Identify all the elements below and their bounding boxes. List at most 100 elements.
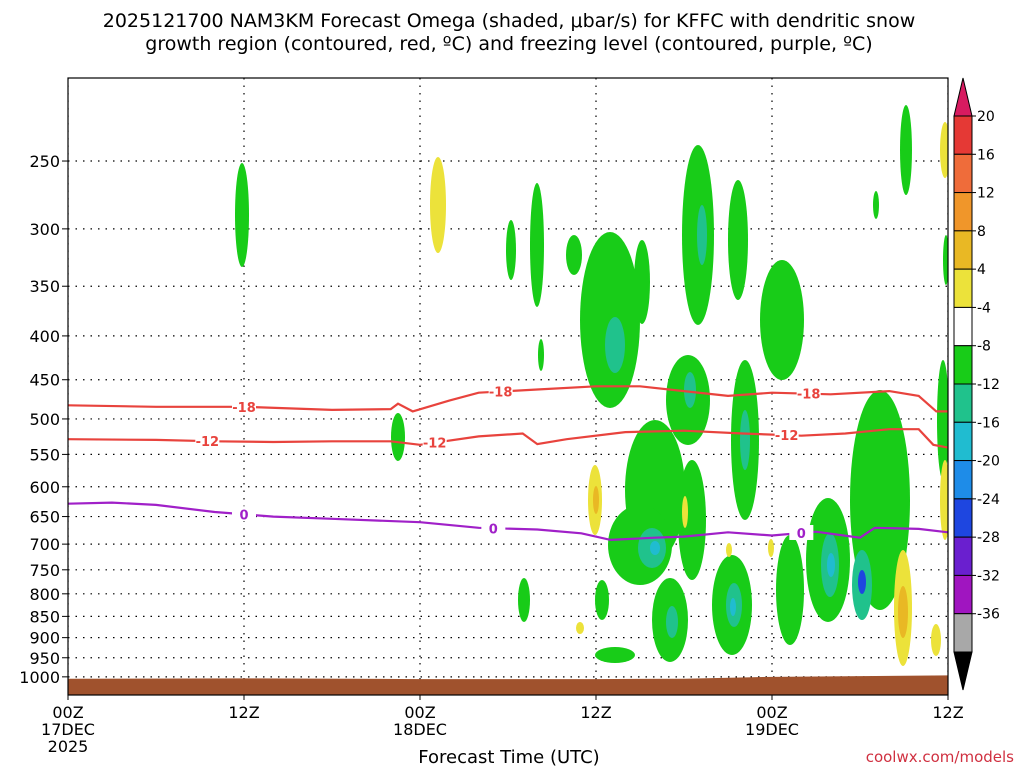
omega-blob (530, 183, 544, 307)
y-tick-label: 350 (29, 277, 60, 296)
omega-blob (940, 460, 948, 540)
colorbar-swatch (953, 115, 973, 155)
omega-blob (940, 122, 948, 178)
colorbar-label: 20 (977, 109, 995, 125)
omega-blob (937, 360, 948, 480)
contour-label: -12 (196, 435, 220, 450)
colorbar-label: -12 (977, 377, 1000, 393)
omega-blob (576, 622, 584, 634)
y-tick-label: 300 (29, 220, 60, 239)
colorbar: 20 16 12 8 4 -4 -8 -12 -16 -20 -24 -28 -32 -36 (953, 77, 1000, 691)
omega-blob (634, 240, 650, 324)
y-tick-label: 700 (29, 535, 60, 554)
contour-label: -12 (775, 429, 799, 444)
colorbar-label: -4 (977, 300, 991, 316)
omega-field (235, 105, 948, 666)
colorbar-label: 12 (977, 186, 995, 202)
contour-label: -12 (423, 437, 447, 452)
plot-frame (67, 77, 949, 696)
contour-label-bg (789, 524, 814, 540)
contour-label-bg (796, 385, 821, 401)
omega-blob (776, 535, 804, 645)
omega-blob (595, 580, 609, 620)
colorbar-swatch (953, 230, 973, 270)
omega-blob (518, 578, 530, 622)
omega-blob (768, 539, 774, 557)
omega-blob (858, 570, 866, 594)
contour-label-bg (232, 506, 256, 522)
y-tick-label: 500 (29, 410, 60, 429)
omega-blob (898, 586, 908, 638)
omega-blob (730, 598, 736, 616)
colorbar-label: -36 (977, 607, 1000, 623)
omega-blob (650, 541, 660, 555)
contour-label: 0 (489, 522, 498, 537)
omega-blob (506, 220, 516, 280)
plot-area: -18 -18 -18 -12 -12 -12 0 0 0 (68, 78, 948, 695)
omega-blob (873, 191, 879, 219)
omega-blob (235, 163, 249, 267)
x-tick-label: 2025 (48, 737, 89, 756)
contour-label-bg (774, 427, 799, 443)
x-tick-label: 17DEC (41, 720, 95, 739)
x-tick-label: 19DEC (745, 720, 799, 739)
colorbar-label: 8 (977, 224, 986, 240)
colorbar-swatch (953, 345, 973, 385)
colorbar-label: -32 (977, 568, 1000, 584)
contour-label: -18 (797, 388, 821, 403)
y-tick-label: 1000 (19, 668, 60, 687)
credit-text: coolwx.com/models (866, 748, 1014, 766)
contour-label: 0 (797, 527, 806, 542)
x-tick-label: 00Z (404, 703, 435, 722)
omega-blob (593, 486, 599, 514)
colorbar-label: -16 (977, 415, 1000, 431)
omega-blob (943, 235, 948, 285)
colorbar-swatch (953, 460, 973, 500)
omega-blob (678, 460, 706, 580)
y-tick-label: 900 (29, 629, 60, 648)
colorbar-swatch (953, 613, 973, 653)
contour-label-bg (195, 433, 220, 449)
x-tick-label: 12Z (580, 703, 611, 722)
colorbar-swatch (953, 268, 973, 308)
colorbar-swatch (953, 536, 973, 576)
omega-blob (666, 606, 678, 638)
ground-surface (68, 675, 948, 695)
x-tick-label: 00Z (756, 703, 787, 722)
y-tick-label: 950 (29, 649, 60, 668)
colorbar-label: 4 (977, 262, 986, 278)
colorbar-label: -24 (977, 492, 1000, 508)
omega-blob (682, 496, 688, 528)
omega-blob (728, 180, 748, 300)
contour-label-bg (481, 520, 506, 536)
colorbar-top-arrow (953, 77, 973, 117)
y-tick-label: 450 (29, 371, 60, 390)
contour-label-bg (488, 383, 513, 399)
y-tick-label: 750 (29, 561, 60, 580)
y-tick-label: 250 (29, 152, 60, 171)
colorbar-swatch (953, 498, 973, 538)
omega-blob (595, 647, 635, 663)
colorbar-label: -8 (977, 339, 991, 355)
x-axis-label: Forecast Time (UTC) (418, 747, 599, 768)
colorbar-swatch (953, 574, 973, 615)
colorbar-swatch (953, 421, 973, 462)
colorbar-swatch (953, 383, 973, 423)
contour-label: -18 (489, 386, 513, 401)
omega-blob (538, 339, 544, 371)
omega-blob (605, 317, 625, 373)
ground-fill (68, 675, 948, 695)
y-tick-label: 800 (29, 585, 60, 604)
isotherm-contours (68, 385, 948, 542)
omega-blob (566, 235, 582, 275)
omega-blob (430, 157, 446, 253)
x-tick-label: 18DEC (393, 720, 447, 739)
omega-blob (740, 410, 750, 470)
contour-freezing (68, 501, 948, 542)
contour-dgz-18 (68, 385, 948, 413)
contour-label: 0 (239, 508, 248, 523)
omega-blob (726, 543, 732, 557)
y-tick-label: 650 (29, 508, 60, 527)
colorbar-label: -28 (977, 530, 1000, 546)
